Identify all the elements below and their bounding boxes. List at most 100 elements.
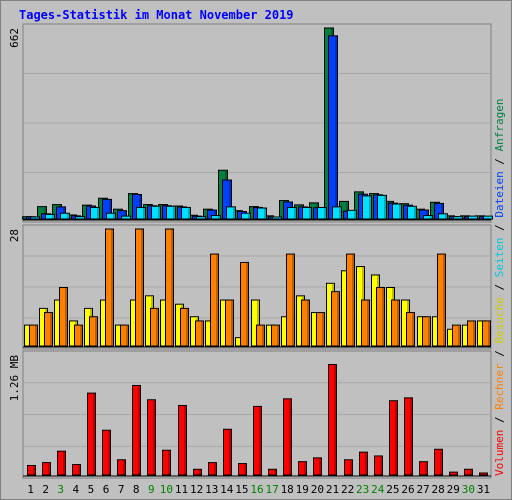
bar-shade <box>277 325 279 346</box>
bar-volumen-day-12 <box>193 468 202 476</box>
bar-shade <box>93 393 95 475</box>
bar-volumen-day-14 <box>223 428 232 476</box>
bar-shade <box>369 196 371 219</box>
x-tick-label: 20 <box>311 483 324 496</box>
bar-shade <box>168 450 170 475</box>
bar-volumen-day-22 <box>344 459 353 476</box>
bar-shade <box>229 180 231 219</box>
bar-volumen-day-31 <box>479 472 488 476</box>
bar-seiten-day-26 <box>407 205 417 220</box>
bar-shade <box>445 214 447 219</box>
bar-rechner-day-11 <box>180 307 189 347</box>
bar-seiten-day-10 <box>166 205 176 220</box>
bar-shade <box>428 317 430 346</box>
bar-volumen-day-7 <box>117 459 126 476</box>
bar-shade <box>233 207 235 219</box>
bar-seiten-day-21 <box>332 206 342 220</box>
bar-shade <box>458 325 460 346</box>
bar-seiten-day-11 <box>181 206 191 220</box>
bar-shade <box>156 308 158 346</box>
bar-shade <box>289 399 291 475</box>
legend-separator: / <box>493 410 506 430</box>
legend-item-dateien: Dateien <box>493 171 506 217</box>
bar-shade <box>216 254 218 346</box>
legend-separator: / <box>493 277 506 297</box>
bar-seiten-day-2 <box>45 213 55 220</box>
x-tick-label: 2 <box>42 483 49 496</box>
bar-seiten-day-15 <box>241 212 251 220</box>
bar-shade <box>138 385 140 475</box>
bar-seiten-day-7 <box>121 215 131 220</box>
x-tick-label: 31 <box>477 483 490 496</box>
legend-item-anfragen: Anfragen <box>493 98 506 151</box>
bar-rechner-day-17 <box>271 324 280 347</box>
x-tick-label: 15 <box>235 483 248 496</box>
bar-rechner-day-18 <box>286 253 295 347</box>
bar-rechner-day-16 <box>256 324 265 347</box>
x-tick-label: 1 <box>27 483 34 496</box>
x-tick-label: 11 <box>175 483 188 496</box>
bar-rechner-day-4 <box>74 324 83 347</box>
bar-volumen-day-28 <box>434 448 443 476</box>
bar-rechner-day-31 <box>482 320 491 347</box>
bar-shade <box>173 206 175 219</box>
bar-shade <box>488 321 490 346</box>
x-tick-label: 4 <box>73 483 80 496</box>
x-tick-label: 21 <box>326 483 339 496</box>
bar-shade <box>214 463 216 475</box>
bar-seiten-day-27 <box>423 215 433 220</box>
bar-shade <box>248 213 250 219</box>
bar-shade <box>95 317 97 346</box>
legend-item-rechner: Rechner <box>493 363 506 410</box>
bar-shade <box>214 210 216 219</box>
bar-volumen-day-26 <box>404 397 413 476</box>
bar-shade <box>352 254 354 346</box>
bar-shade <box>50 313 52 346</box>
bar-shade <box>350 460 352 475</box>
bar-shade <box>109 199 111 219</box>
bar-shade <box>139 194 141 219</box>
bar-shade <box>470 469 472 475</box>
bar-shade <box>199 469 201 475</box>
bar-shade <box>425 462 427 475</box>
bar-shade <box>124 211 126 219</box>
bar-volumen-day-18 <box>283 398 292 476</box>
bar-shade <box>244 464 246 475</box>
bar-shade <box>304 462 306 475</box>
bar-volumen-day-1 <box>27 464 36 476</box>
bar-volumen-day-29 <box>449 471 458 476</box>
bar-shade <box>113 213 115 219</box>
chart-panels: 662 28 1.26 MB <box>8 23 493 479</box>
bar-rechner-day-5 <box>89 316 98 347</box>
bar-shade <box>262 325 264 346</box>
x-tick-label: 29 <box>447 483 460 496</box>
bar-seiten-day-3 <box>60 212 70 220</box>
bar-shade <box>397 300 399 346</box>
bar-besuche-day-16 <box>251 299 260 347</box>
x-tick-label: 27 <box>416 483 429 496</box>
bar-rechner-day-30 <box>467 320 476 347</box>
bar-shade <box>44 207 46 219</box>
bar-shade <box>259 406 261 475</box>
bar-volumen-day-25 <box>389 400 398 476</box>
legend-item-volumen: Volumen <box>493 430 506 476</box>
bar-shade <box>443 254 445 346</box>
bar-shade <box>274 469 276 475</box>
bar-seiten-day-22 <box>347 209 357 220</box>
bar-shade <box>123 460 125 475</box>
bar-shade <box>367 300 369 346</box>
bar-rechner-day-19 <box>301 299 310 347</box>
bar-seiten-day-25 <box>392 203 402 220</box>
x-tick-label: 24 <box>371 483 385 496</box>
bar-shade <box>143 207 145 219</box>
legend-separator: / <box>493 151 506 171</box>
bar-shade <box>292 254 294 346</box>
bar-shade <box>188 207 190 219</box>
series-seiten <box>30 194 493 220</box>
legend-item-besuche: Besuche <box>493 297 506 343</box>
bar-shade <box>201 321 203 346</box>
x-tick-label: 26 <box>401 483 414 496</box>
bar-rechner-day-10 <box>165 228 174 347</box>
bar-rechner-day-1 <box>29 324 38 347</box>
legend-separator: / <box>493 344 506 364</box>
